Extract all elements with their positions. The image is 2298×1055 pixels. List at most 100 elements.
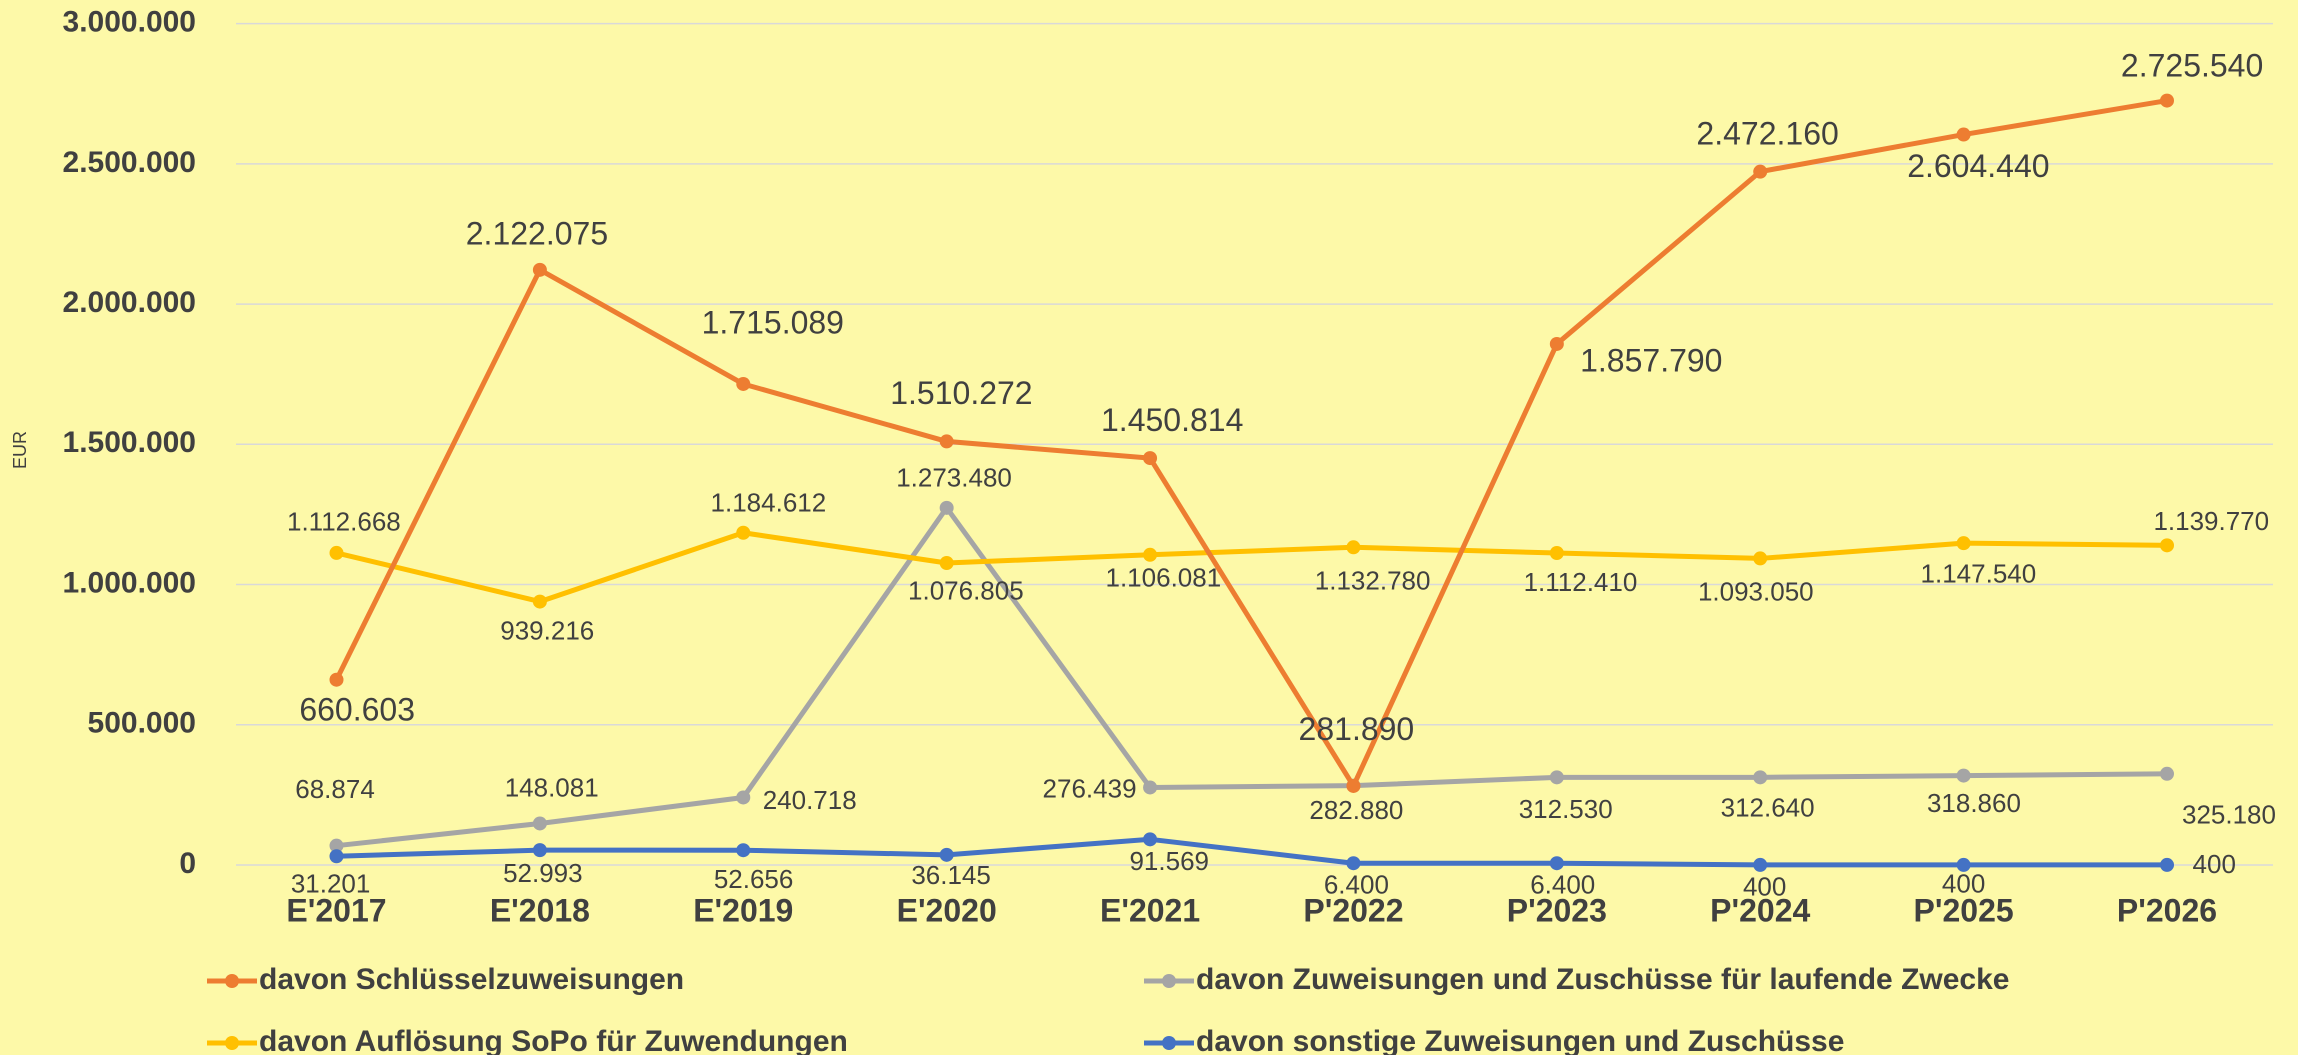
legend-marker [225, 1036, 239, 1050]
data-point [532, 816, 547, 831]
data-point [1143, 780, 1158, 795]
data-label: 2.604.440 [1907, 148, 2049, 184]
data-point [1753, 164, 1768, 179]
data-point [329, 545, 344, 560]
data-point [1956, 768, 1971, 783]
data-label: 2.472.160 [1696, 116, 1838, 152]
x-tick-label: P'2024 [1710, 892, 1810, 928]
data-label: 281.890 [1299, 711, 1415, 747]
x-tick-label: E'2017 [286, 892, 386, 928]
data-label: 31.201 [291, 869, 371, 899]
data-point [1346, 856, 1361, 871]
x-tick-label: P'2023 [1507, 892, 1607, 928]
data-point [939, 847, 954, 862]
legend-label: davon sonstige Zuweisungen und Zuschüsse [1196, 1025, 1844, 1055]
data-point [1346, 778, 1361, 793]
data-label: 91.569 [1129, 846, 1209, 876]
series-line [336, 836, 2167, 868]
data-point [939, 434, 954, 449]
data-point [1549, 336, 1564, 351]
x-tick-label: E'2018 [490, 892, 590, 928]
legend-marker [225, 974, 239, 988]
legend-label: davon Auflösung SoPo für Zuwendungen [259, 1025, 848, 1055]
data-point [1549, 856, 1564, 871]
data-point [1753, 770, 1768, 785]
data-label: 1.273.480 [896, 463, 1012, 493]
x-tick-label: P'2022 [1303, 892, 1403, 928]
data-label: 1.450.814 [1101, 402, 1243, 438]
y-axis-label: EUR [10, 431, 30, 469]
data-label: 52.993 [503, 858, 583, 888]
data-label: 1.106.081 [1106, 563, 1222, 593]
legend-label: davon Zuweisungen und Zuschüsse für lauf… [1196, 963, 2009, 996]
data-point [736, 376, 751, 391]
y-tick-label: 2.500.000 [63, 146, 196, 179]
data-label: 400 [2193, 849, 2236, 879]
y-tick-label: 1.000.000 [63, 566, 196, 599]
data-label: 6.400 [1324, 870, 1389, 900]
data-point [1549, 770, 1564, 785]
legend-label: davon Schlüsselzuweisungen [259, 963, 684, 996]
x-tick-label: P'2026 [2117, 892, 2217, 928]
data-point [736, 790, 751, 805]
data-point [532, 843, 547, 858]
data-label: 660.603 [299, 692, 415, 728]
data-label: 1.139.770 [2153, 506, 2269, 536]
data-label: 1.147.540 [1921, 558, 2037, 588]
legend-marker [1162, 1036, 1176, 1050]
data-label: 276.439 [1043, 773, 1137, 803]
data-label: 2.725.540 [2121, 48, 2263, 84]
x-tick-label: E'2021 [1100, 892, 1200, 928]
data-point [1143, 832, 1158, 847]
data-point [1956, 857, 1971, 872]
x-tick-label: E'2019 [693, 892, 793, 928]
data-label: 1.857.790 [1580, 343, 1722, 379]
series-line [334, 98, 2168, 789]
data-label: 1.510.272 [890, 375, 1032, 411]
data-label: 282.880 [1309, 795, 1403, 825]
data-label: 6.400 [1530, 870, 1595, 900]
legend-marker [1162, 974, 1176, 988]
data-label: 2.122.075 [466, 215, 608, 251]
data-point [329, 849, 344, 864]
data-point [2160, 766, 2174, 781]
data-label: 1.076.805 [908, 575, 1024, 605]
data-label: 1.132.780 [1315, 566, 1431, 596]
data-point [736, 525, 751, 540]
data-label: 1.093.050 [1698, 577, 1814, 607]
data-label: 148.081 [505, 772, 599, 802]
data-label: 240.718 [763, 785, 857, 815]
x-tick-label: P'2025 [1914, 892, 2014, 928]
data-label: 1.112.410 [1524, 567, 1638, 597]
y-tick-label: 2.000.000 [63, 286, 196, 319]
data-label: 400 [1942, 868, 1985, 898]
data-point [329, 672, 344, 687]
data-point [939, 555, 954, 570]
data-label: 52.656 [714, 864, 794, 894]
data-label: 68.874 [295, 774, 375, 804]
data-point [532, 262, 547, 277]
data-point [1143, 451, 1158, 466]
data-label: 1.184.612 [711, 488, 827, 518]
data-label: 939.216 [500, 615, 594, 645]
y-tick-label: 1.500.000 [63, 426, 196, 459]
y-tick-label: 3.000.000 [63, 6, 196, 39]
series-line [335, 530, 2168, 605]
data-point [1753, 857, 1768, 872]
data-label: 312.530 [1519, 794, 1613, 824]
data-label: 400 [1743, 871, 1786, 901]
data-point [1143, 547, 1158, 562]
data-label: 325.180 [2182, 799, 2276, 829]
data-point [532, 594, 547, 609]
data-point [1549, 546, 1564, 561]
y-tick-label: 500.000 [88, 707, 196, 740]
y-tick-label: 0 [179, 847, 196, 880]
data-label: 312.640 [1721, 793, 1815, 823]
data-point [736, 843, 751, 858]
data-point [1956, 127, 1971, 142]
data-label: 1.112.668 [287, 506, 401, 536]
x-tick-label: E'2020 [897, 892, 997, 928]
data-point [1753, 551, 1768, 566]
